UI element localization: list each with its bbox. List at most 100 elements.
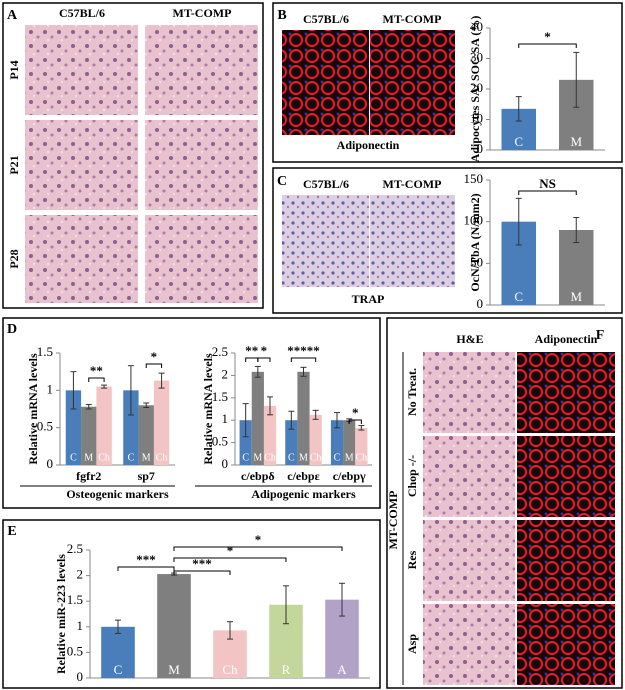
significance-label: NS <box>539 176 556 191</box>
panel-label: A <box>7 8 18 23</box>
bar <box>309 414 322 465</box>
y-tick-label: 1.5 <box>212 389 228 404</box>
panel-b <box>272 2 623 163</box>
row-label: P14 <box>7 60 21 79</box>
bar-label: Ch <box>156 452 168 463</box>
panel-f <box>386 317 623 689</box>
bar-label: C <box>334 452 341 463</box>
panel-label: D <box>7 322 17 337</box>
y-axis-label: Relative mRNA levels <box>201 353 215 465</box>
bar <box>251 371 264 465</box>
significance-bracket <box>290 357 317 362</box>
y-tick-label: 20 <box>470 80 483 95</box>
column-header: MT-COMP <box>173 6 232 20</box>
row-label: P28 <box>7 249 21 268</box>
bar <box>330 420 344 465</box>
x-axis-label: Osteogenic markers <box>66 487 169 501</box>
panel-a <box>2 2 264 309</box>
bar-label: C <box>288 452 295 463</box>
bar-label: C <box>114 662 123 677</box>
y-tick-label: 1.5 <box>37 344 53 359</box>
bar <box>355 427 368 465</box>
significance-bracket <box>88 377 105 382</box>
row-label: No Treat. <box>405 368 419 416</box>
column-header: H&E <box>456 332 483 346</box>
significance-bracket <box>173 557 287 562</box>
row-label: Asp <box>405 634 419 654</box>
bar-label: C <box>70 452 77 463</box>
bar-label: Ch <box>222 662 238 677</box>
significance-bracket <box>145 363 163 368</box>
significance-bracket <box>117 566 175 571</box>
panel-e <box>2 519 381 689</box>
bar <box>263 405 277 465</box>
x-tick-label: c/ebpε <box>287 469 319 483</box>
y-tick-label: 2.5 <box>67 541 83 556</box>
bar-label: M <box>570 289 582 304</box>
bar-label: M <box>84 452 93 463</box>
bar-label: A <box>337 662 347 677</box>
micrographs <box>25 25 615 685</box>
bar <box>123 390 139 465</box>
y-tick-label: 2 <box>222 366 229 381</box>
column-header: C57BL/6 <box>59 6 105 20</box>
image-caption: TRAP <box>352 292 385 306</box>
bar <box>65 390 82 465</box>
significance-bracket <box>518 190 577 195</box>
significance-label: * <box>151 349 158 364</box>
significance-label: *** <box>192 556 212 571</box>
bar-label: M <box>345 452 354 463</box>
bar-label: Ch <box>356 452 368 463</box>
x-tick-label: sp7 <box>138 469 155 483</box>
y-tick-label: 0 <box>77 669 84 684</box>
significance-label: ** <box>90 363 103 378</box>
y-tick-label: 2.5 <box>212 344 228 359</box>
bar-label: C <box>242 452 249 463</box>
panel-label: C <box>277 174 287 189</box>
row-label: P21 <box>7 155 21 174</box>
y-tick-label: 10 <box>470 110 483 125</box>
y-tick-label: 30 <box>470 49 483 64</box>
bar-label: C <box>514 134 523 149</box>
panel-c <box>272 167 623 314</box>
significance-label: * <box>261 343 268 358</box>
row-label: Chop -/- <box>405 455 419 497</box>
bar <box>285 420 298 465</box>
y-axis-label: Adipocytes SA/ SOC SA (%) <box>468 16 482 163</box>
y-tick-label: 1 <box>47 381 54 396</box>
column-header: MT-COMP <box>383 12 442 26</box>
row-label: Res <box>405 550 419 569</box>
bar <box>239 420 252 465</box>
significance-bracket <box>257 357 271 362</box>
x-tick-label: fgfr2 <box>76 469 101 483</box>
bar <box>153 380 170 465</box>
significance-bracket <box>348 419 362 424</box>
column-header: Adiponectin <box>535 332 598 346</box>
y-tick-label: 50 <box>470 254 483 269</box>
significance-label: * <box>352 405 359 420</box>
y-axis-label: Relative mRNA levels <box>26 353 40 465</box>
y-tick-label: 0.5 <box>37 419 53 434</box>
bar-label: Ch <box>98 452 110 463</box>
significance-bracket <box>173 546 343 551</box>
bar-label: C <box>514 289 523 304</box>
y-tick-label: 1 <box>222 411 229 426</box>
y-tick-label: 0.5 <box>67 643 83 658</box>
bar <box>343 420 356 465</box>
y-axis-label: Relative miR-223 levels <box>54 554 68 674</box>
y-tick-label: 2 <box>77 567 84 582</box>
image-caption: Adiponectin <box>337 138 400 152</box>
y-tick-label: 0 <box>47 456 54 471</box>
group-label: MT-COMP <box>386 491 400 550</box>
x-axis-label: Adipogenic markers <box>251 487 356 501</box>
bar-label: Ch <box>264 452 276 463</box>
bar-label: C <box>128 452 135 463</box>
y-tick-label: 0 <box>477 296 484 311</box>
y-tick-label: 1 <box>77 618 84 633</box>
panel-label: F <box>596 328 605 343</box>
panel-d <box>2 317 381 509</box>
significance-bracket <box>518 43 577 48</box>
bar-label: Ch <box>310 452 322 463</box>
bar <box>297 371 310 465</box>
